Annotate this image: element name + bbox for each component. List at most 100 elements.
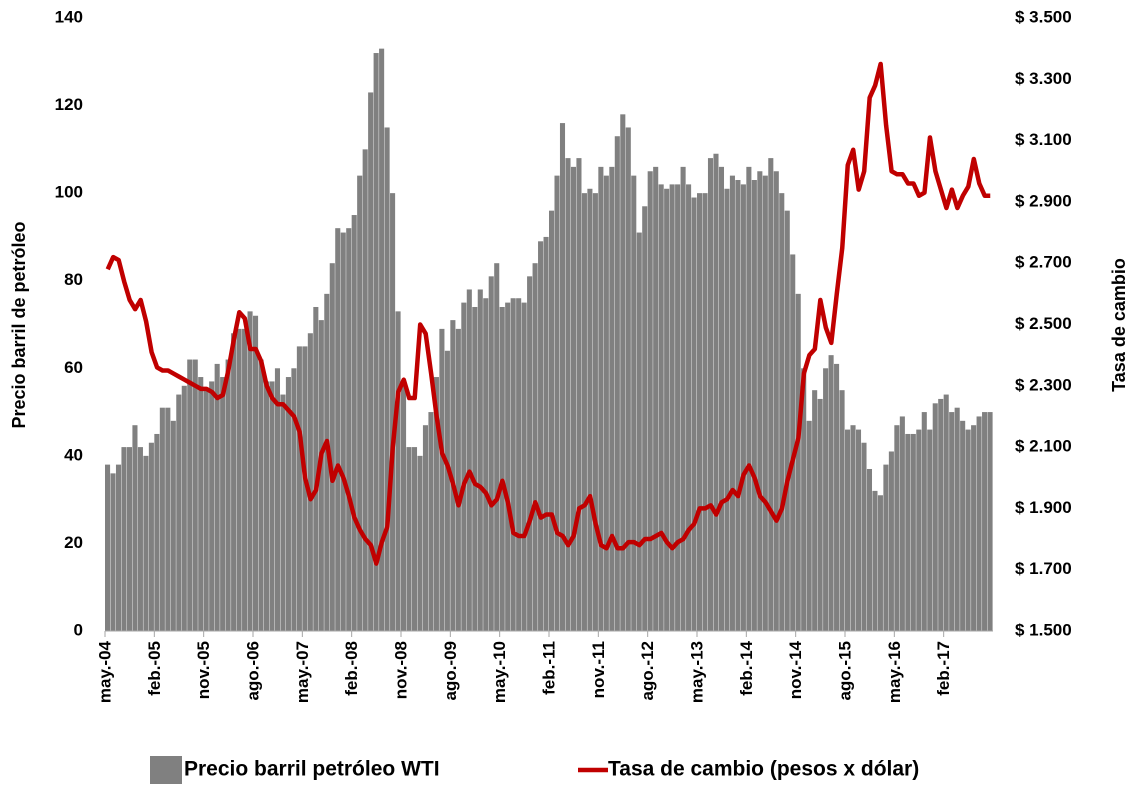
x-tick-label: feb.-17	[934, 641, 953, 696]
bar	[965, 429, 971, 631]
bar	[549, 210, 555, 631]
bar	[812, 390, 818, 631]
bar	[527, 276, 533, 631]
bar	[943, 394, 949, 631]
bar	[390, 193, 396, 631]
bar	[132, 425, 138, 631]
bar	[263, 381, 270, 631]
bar	[960, 420, 966, 631]
y2-tick-label: $ 2.900	[1015, 191, 1072, 210]
bar	[790, 254, 796, 631]
bar	[609, 166, 615, 631]
bar	[773, 171, 779, 631]
bar	[861, 442, 867, 631]
bar	[170, 420, 176, 631]
x-tick-label: nov.-05	[194, 641, 213, 699]
bar	[274, 368, 281, 631]
bar	[828, 355, 834, 631]
bar	[357, 175, 363, 631]
bar	[757, 171, 763, 631]
bar	[653, 166, 659, 631]
bar	[910, 433, 916, 631]
bar	[559, 123, 566, 631]
bar	[411, 447, 418, 631]
bar	[110, 473, 116, 631]
x-tick-label: ago.-09	[441, 641, 460, 701]
y-tick-label: 100	[55, 183, 83, 202]
bar	[406, 447, 412, 631]
bar	[384, 127, 390, 631]
bar	[532, 263, 538, 631]
bar	[362, 149, 368, 631]
bar	[839, 390, 845, 631]
bar	[143, 455, 149, 631]
bar	[499, 306, 505, 631]
y2-tick-label: $ 3.500	[1015, 7, 1072, 26]
x-tick-label: may.-10	[490, 641, 509, 703]
bar	[115, 464, 122, 631]
y2-tick-label: $ 2.500	[1015, 314, 1072, 333]
x-tick-label: feb.-11	[539, 641, 558, 695]
bar	[220, 377, 226, 631]
bar	[801, 368, 807, 631]
y2-tick-label: $ 1.700	[1015, 559, 1072, 578]
line	[105, 61, 991, 566]
y-tick-label: 120	[55, 95, 83, 114]
bar	[269, 381, 275, 631]
bar	[817, 398, 823, 631]
bar	[455, 328, 461, 631]
bar	[253, 315, 259, 631]
bar	[735, 180, 741, 631]
bar	[368, 92, 374, 631]
bar	[307, 333, 313, 631]
bar	[346, 228, 352, 631]
bar	[762, 175, 768, 631]
bar	[806, 420, 812, 631]
bar	[784, 210, 790, 631]
bar	[834, 363, 840, 631]
bar	[466, 289, 472, 631]
bar	[554, 175, 560, 631]
y-tick-label: 0	[74, 620, 83, 639]
bar	[664, 188, 670, 631]
bar	[845, 429, 851, 631]
bar	[823, 368, 829, 631]
y2-tick-label: $ 1.900	[1015, 498, 1072, 517]
bar	[137, 447, 143, 631]
bar	[899, 416, 905, 631]
bar	[625, 127, 631, 631]
bar	[642, 206, 648, 631]
bar	[422, 425, 429, 631]
bar	[472, 306, 478, 631]
bar	[713, 153, 719, 631]
bar	[691, 197, 697, 631]
bar	[592, 193, 598, 631]
bar	[165, 407, 171, 631]
y-axis-title: Precio barril de petróleo	[9, 221, 29, 428]
bar	[335, 228, 341, 631]
bar	[159, 407, 165, 631]
x-tick-label: may.-07	[293, 641, 312, 703]
bar	[242, 328, 248, 631]
bar	[982, 412, 988, 631]
bar	[877, 495, 883, 631]
y2-tick-label: $ 2.700	[1015, 253, 1072, 272]
bar	[494, 263, 500, 631]
bar	[658, 184, 664, 631]
bar	[231, 333, 237, 631]
bar	[247, 311, 253, 631]
y-tick-label: 80	[64, 270, 83, 289]
bar	[921, 412, 927, 631]
bar	[620, 114, 626, 632]
bar	[565, 158, 571, 631]
bar	[576, 158, 582, 631]
x-tick-label: feb.-08	[342, 641, 361, 696]
bar	[768, 158, 774, 631]
bar	[927, 429, 933, 631]
x-tick-label: feb.-14	[737, 640, 756, 695]
legend-label: Tasa de cambio (pesos x dólar)	[608, 758, 919, 781]
bar	[954, 407, 960, 631]
bar	[181, 385, 187, 631]
bar	[675, 184, 681, 631]
